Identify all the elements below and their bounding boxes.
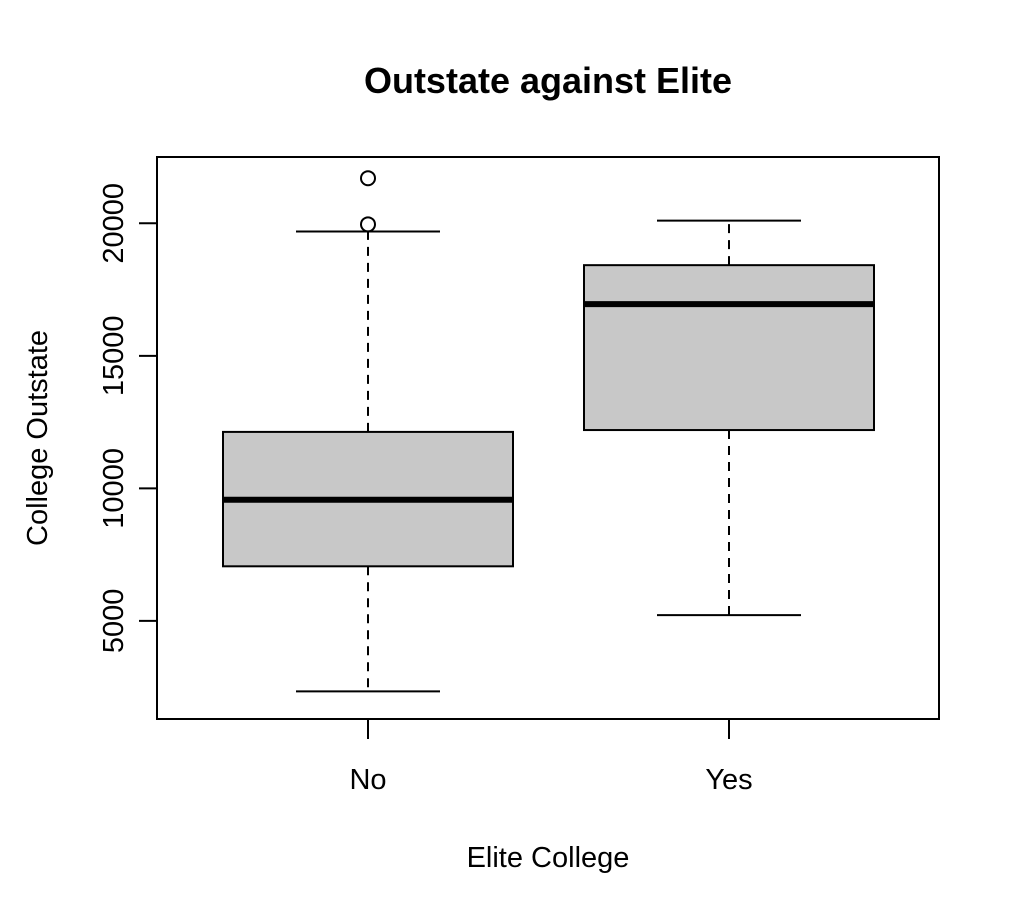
- outlier-point: [360, 216, 376, 233]
- y-tick-label: 15000: [98, 315, 130, 396]
- y-tick-label: 5000: [98, 589, 130, 654]
- x-tick-label: No: [349, 764, 386, 796]
- x-tick-label: Yes: [705, 764, 752, 796]
- chart-title: Outstate against Elite: [364, 60, 732, 101]
- outlier-point: [360, 170, 376, 187]
- y-axis-title: College Outstate: [22, 330, 54, 546]
- y-tick-label: 20000: [98, 183, 130, 264]
- box-no: [222, 170, 514, 693]
- iqr-box: [583, 264, 875, 432]
- box-yes: [583, 219, 875, 617]
- x-axis-title: Elite College: [467, 842, 630, 874]
- y-tick-label: 10000: [98, 448, 130, 529]
- plot-area: 5000 10000 15000 20000 No Yes: [98, 156, 940, 796]
- plot-frame: [156, 156, 940, 720]
